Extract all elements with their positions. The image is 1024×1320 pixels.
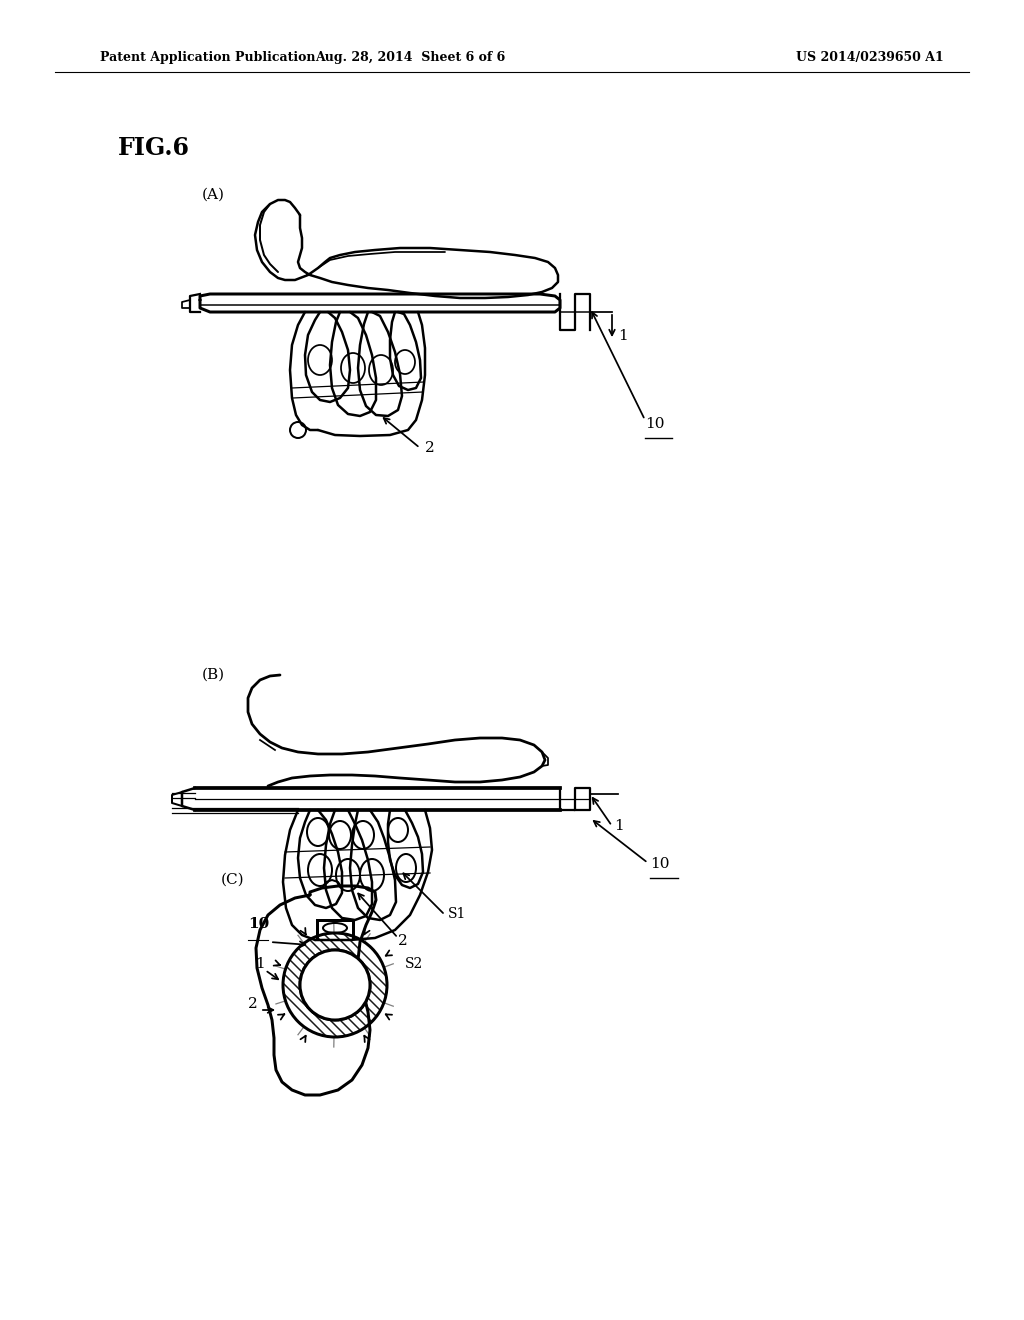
Text: 2: 2 xyxy=(425,441,435,455)
Text: 10: 10 xyxy=(650,857,670,871)
Text: (C): (C) xyxy=(221,873,245,887)
Text: (B): (B) xyxy=(202,668,224,682)
Text: 10: 10 xyxy=(248,917,269,931)
Text: S1: S1 xyxy=(449,907,466,921)
Text: 1: 1 xyxy=(618,329,628,343)
Text: 1: 1 xyxy=(255,957,265,972)
Text: US 2014/0239650 A1: US 2014/0239650 A1 xyxy=(796,51,944,65)
Text: 1: 1 xyxy=(614,818,624,833)
Text: 2: 2 xyxy=(248,997,258,1011)
Text: 10: 10 xyxy=(645,417,665,432)
Text: S2: S2 xyxy=(406,957,423,972)
Text: (A): (A) xyxy=(202,187,224,202)
Text: 2: 2 xyxy=(398,935,408,948)
Text: Aug. 28, 2014  Sheet 6 of 6: Aug. 28, 2014 Sheet 6 of 6 xyxy=(314,51,505,65)
Circle shape xyxy=(301,950,369,1019)
Text: Patent Application Publication: Patent Application Publication xyxy=(100,51,315,65)
Text: FIG.6: FIG.6 xyxy=(118,136,190,160)
